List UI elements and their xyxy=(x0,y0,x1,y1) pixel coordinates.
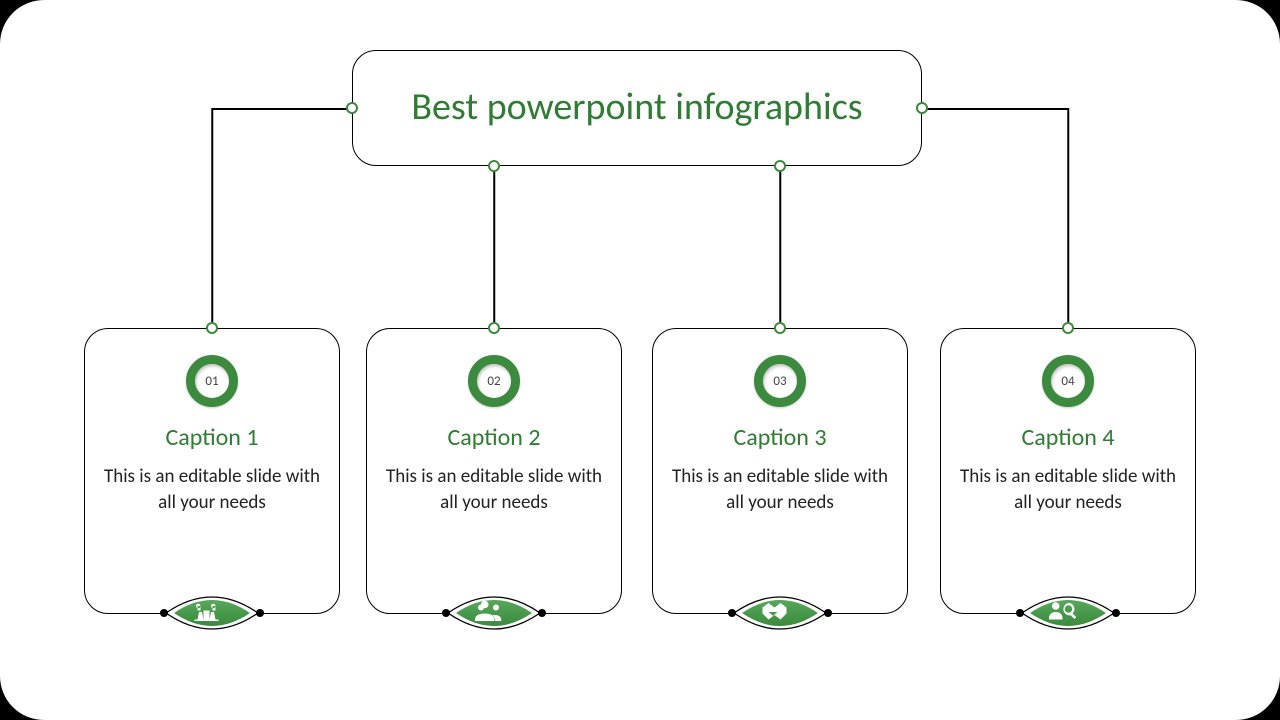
card-caption: Caption 2 xyxy=(367,423,621,452)
card-caption: Caption 3 xyxy=(653,423,907,452)
number-badge: 04 xyxy=(1042,355,1094,407)
card-description: This is an editable slide with all your … xyxy=(367,464,621,515)
card-number: 01 xyxy=(205,374,218,389)
connector-dot xyxy=(488,322,500,334)
connector-dot xyxy=(774,160,786,172)
search-people-icon xyxy=(1014,585,1122,641)
number-badge: 03 xyxy=(754,355,806,407)
card-number: 04 xyxy=(1061,374,1074,389)
card-1: 01 Caption 1 This is an editable slide wit… xyxy=(84,328,340,614)
number-badge: 02 xyxy=(468,355,520,407)
handshake-icon xyxy=(726,585,834,641)
card-4: 04 Caption 4 This is an editable slide wit… xyxy=(940,328,1196,614)
connector-dot xyxy=(346,102,358,114)
title-text: Best powerpoint infographics xyxy=(411,86,862,130)
card-number: 03 xyxy=(773,374,786,389)
title-box: Best powerpoint infographics xyxy=(352,50,922,166)
number-badge: 01 xyxy=(186,355,238,407)
connector-dot xyxy=(1062,322,1074,334)
connector-dot xyxy=(488,160,500,172)
meeting-icon xyxy=(158,585,266,641)
card-description: This is an editable slide with all your … xyxy=(85,464,339,515)
card-number: 02 xyxy=(487,374,500,389)
slide-canvas: Best powerpoint infographics 01 Caption 1… xyxy=(0,0,1280,720)
connector-dot xyxy=(774,322,786,334)
connector-dot xyxy=(916,102,928,114)
card-2: 02 Caption 2 This is an editable slide wit… xyxy=(366,328,622,614)
card-description: This is an editable slide with all your … xyxy=(653,464,907,515)
card-caption: Caption 4 xyxy=(941,423,1195,452)
card-3: 03 Caption 3 This is an editable slide wit… xyxy=(652,328,908,614)
card-description: This is an editable slide with all your … xyxy=(941,464,1195,515)
group-icon xyxy=(440,585,548,641)
connector-dot xyxy=(206,322,218,334)
card-caption: Caption 1 xyxy=(85,423,339,452)
